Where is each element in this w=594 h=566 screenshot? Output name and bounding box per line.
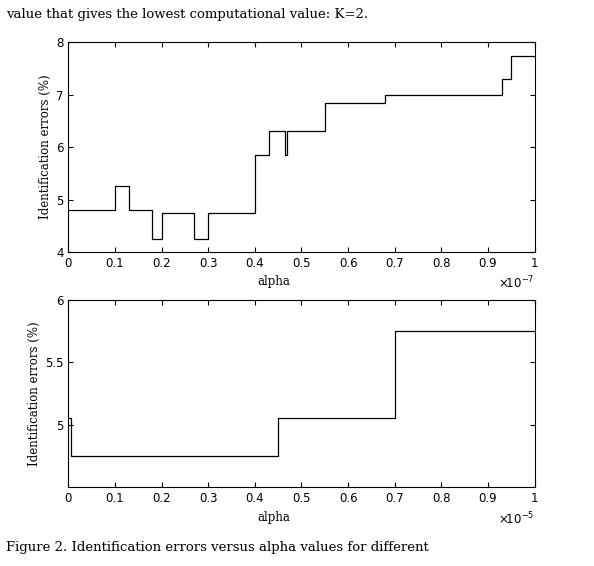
Text: $\times\!10^{-7}$: $\times\!10^{-7}$ <box>498 275 535 291</box>
X-axis label: alpha: alpha <box>257 511 290 524</box>
Text: value that gives the lowest computational value: K=2.: value that gives the lowest computationa… <box>6 8 368 22</box>
Y-axis label: Identification errors (%): Identification errors (%) <box>28 321 41 466</box>
X-axis label: alpha: alpha <box>257 275 290 288</box>
Text: $\times\!10^{-5}$: $\times\!10^{-5}$ <box>498 511 535 528</box>
Y-axis label: Identification errors (%): Identification errors (%) <box>39 75 52 220</box>
Text: Figure 2. Identification errors versus alpha values for different: Figure 2. Identification errors versus a… <box>6 541 429 554</box>
